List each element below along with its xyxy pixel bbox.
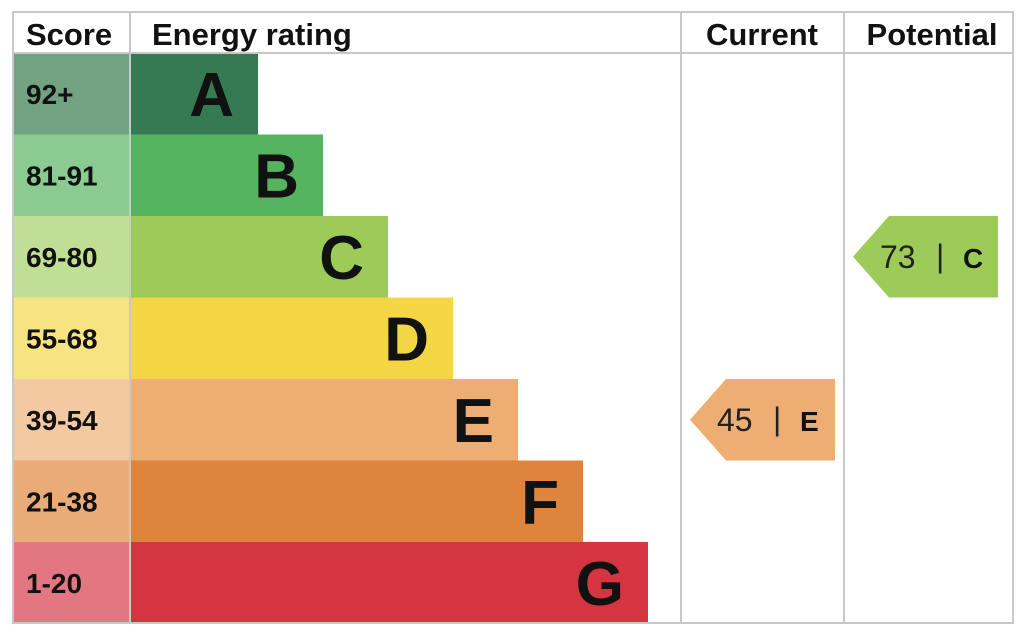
rating-letter-f: F — [521, 468, 559, 537]
rating-bar-c — [130, 216, 388, 298]
rating-letter-d: D — [384, 305, 429, 374]
energy-rating-column-header: Energy rating — [152, 17, 352, 52]
potential-rating-indicator: 73 | C — [853, 216, 998, 298]
score-cell-a — [13, 53, 130, 135]
score-range-f: 21-38 — [26, 486, 98, 517]
score-cell-d — [13, 297, 130, 380]
rating-bar-b — [130, 134, 323, 217]
score-range-a: 92+ — [26, 79, 74, 110]
potential-column-header: Potential — [867, 17, 998, 52]
score-cell-g — [13, 542, 130, 624]
rating-bar-g — [130, 542, 648, 624]
rating-bar-f — [130, 460, 583, 543]
current-rating-indicator-letter: E — [800, 406, 819, 437]
potential-rating-indicator-arrow — [853, 216, 998, 298]
current-rating-indicator-value: 45 — [717, 402, 753, 438]
rating-letter-b: B — [254, 142, 299, 211]
chart-border — [12, 11, 1014, 624]
current-column-header: Current — [706, 17, 818, 52]
score-range-g: 1-20 — [26, 568, 82, 599]
rating-bar-e — [130, 379, 518, 461]
rating-letter-a: A — [189, 61, 234, 130]
score-range-d: 55-68 — [26, 323, 98, 354]
rating-letter-c: C — [319, 224, 364, 293]
rating-bands: 92+ A 81-91 B 69-80 C 55-68 D 39-54 E 21-38 F 1-20 G — [13, 53, 648, 624]
score-cell-f — [13, 460, 130, 543]
rating-bar-a — [130, 53, 258, 135]
chart-grid — [12, 11, 1014, 624]
current-rating-indicator-separator: | — [773, 401, 781, 437]
score-range-e: 39-54 — [26, 405, 98, 436]
score-cell-c — [13, 216, 130, 298]
chart-header: Score Energy rating Current Potential — [26, 17, 997, 52]
score-cell-e — [13, 379, 130, 461]
potential-rating-indicator-letter: C — [963, 243, 983, 274]
score-cell-b — [13, 134, 130, 217]
score-column-header: Score — [26, 17, 112, 52]
potential-rating-indicator-value: 73 — [880, 239, 916, 275]
score-range-c: 69-80 — [26, 242, 98, 273]
current-rating-indicator: 45 | E — [690, 379, 835, 461]
rating-letter-g: G — [576, 550, 624, 619]
score-range-b: 81-91 — [26, 160, 98, 191]
rating-bar-d — [130, 297, 453, 380]
current-rating-indicator-arrow — [690, 379, 835, 461]
rating-indicators: 45 | E 73 | C — [690, 216, 998, 461]
rating-letter-e: E — [453, 387, 494, 456]
potential-rating-indicator-separator: | — [936, 238, 944, 274]
